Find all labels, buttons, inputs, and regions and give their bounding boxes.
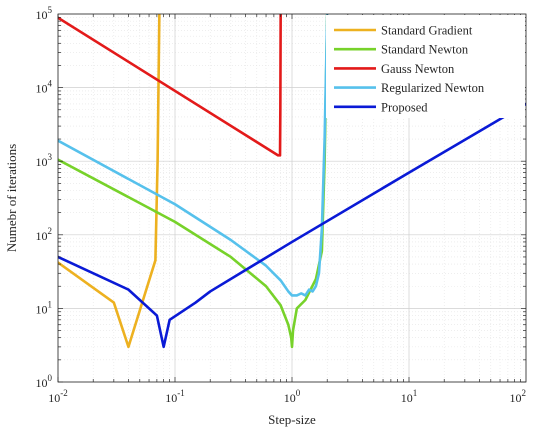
legend-label-standard-gradient: Standard Gradient [381,24,473,38]
series-line-gauss-newton [58,14,282,157]
y-tick-label-exponent: 2 [48,226,53,236]
x-tick-labels: 10-2 10-1 100 101 102 [48,388,526,405]
y-tick-label-base: 10 [36,155,48,169]
y-tick-label-exponent: 1 [48,299,53,309]
legend-box [326,15,525,118]
x-tick-label-base: 10 [401,391,413,405]
x-tick-label-base: 10 [165,391,177,405]
series-line-standard-gradient [58,14,161,349]
y-tick-label-exponent: 4 [48,79,53,89]
x-axis-label: Step-size [268,412,316,427]
x-tick-label: 102 [510,388,527,405]
y-tick-label-exponent: 3 [48,152,53,162]
y-tick-label: 103 [36,152,53,169]
y-tick-label-base: 10 [36,376,48,390]
x-tick-label-base: 10 [284,391,296,405]
x-tick-label-base: 10 [510,391,522,405]
series-line-proposed [58,102,526,349]
legend-label-proposed: Proposed [381,100,428,114]
series-line-regularized-newton [58,14,329,297]
legend-label-gauss-newton: Gauss Newton [381,62,455,76]
legend-label-standard-newton: Standard Newton [381,43,469,57]
x-tick-label-exponent: 0 [296,388,301,398]
x-tick-label: 101 [401,388,418,405]
x-tick-label: 10-1 [165,388,185,405]
x-tick-label: 100 [284,388,301,405]
y-tick-label-exponent: 5 [48,5,53,15]
y-tick-label: 102 [36,226,53,243]
x-tick-label: 10-2 [48,388,68,405]
series-layer [58,14,526,349]
y-axis-label: Numebr of iterations [4,144,19,252]
y-tick-label-base: 10 [36,82,48,96]
x-tick-label-exponent: -2 [60,388,68,398]
x-tick-label-exponent: -1 [177,388,185,398]
x-tick-label-exponent: 2 [522,388,527,398]
legend: Standard Gradient Standard Newton Gauss Ne… [326,15,525,118]
x-tick-label-base: 10 [48,391,60,405]
y-tick-label: 104 [36,79,53,96]
y-tick-label-exponent: 0 [48,373,53,383]
y-tick-label-base: 10 [36,302,48,316]
y-tick-label: 100 [36,373,53,390]
x-tick-label-exponent: 1 [413,388,418,398]
y-tick-label: 101 [36,299,53,316]
legend-label-regularized-newton: Regularized Newton [381,81,485,95]
y-tick-label-base: 10 [36,8,48,22]
y-tick-label: 105 [36,5,53,22]
y-tick-label-base: 10 [36,229,48,243]
